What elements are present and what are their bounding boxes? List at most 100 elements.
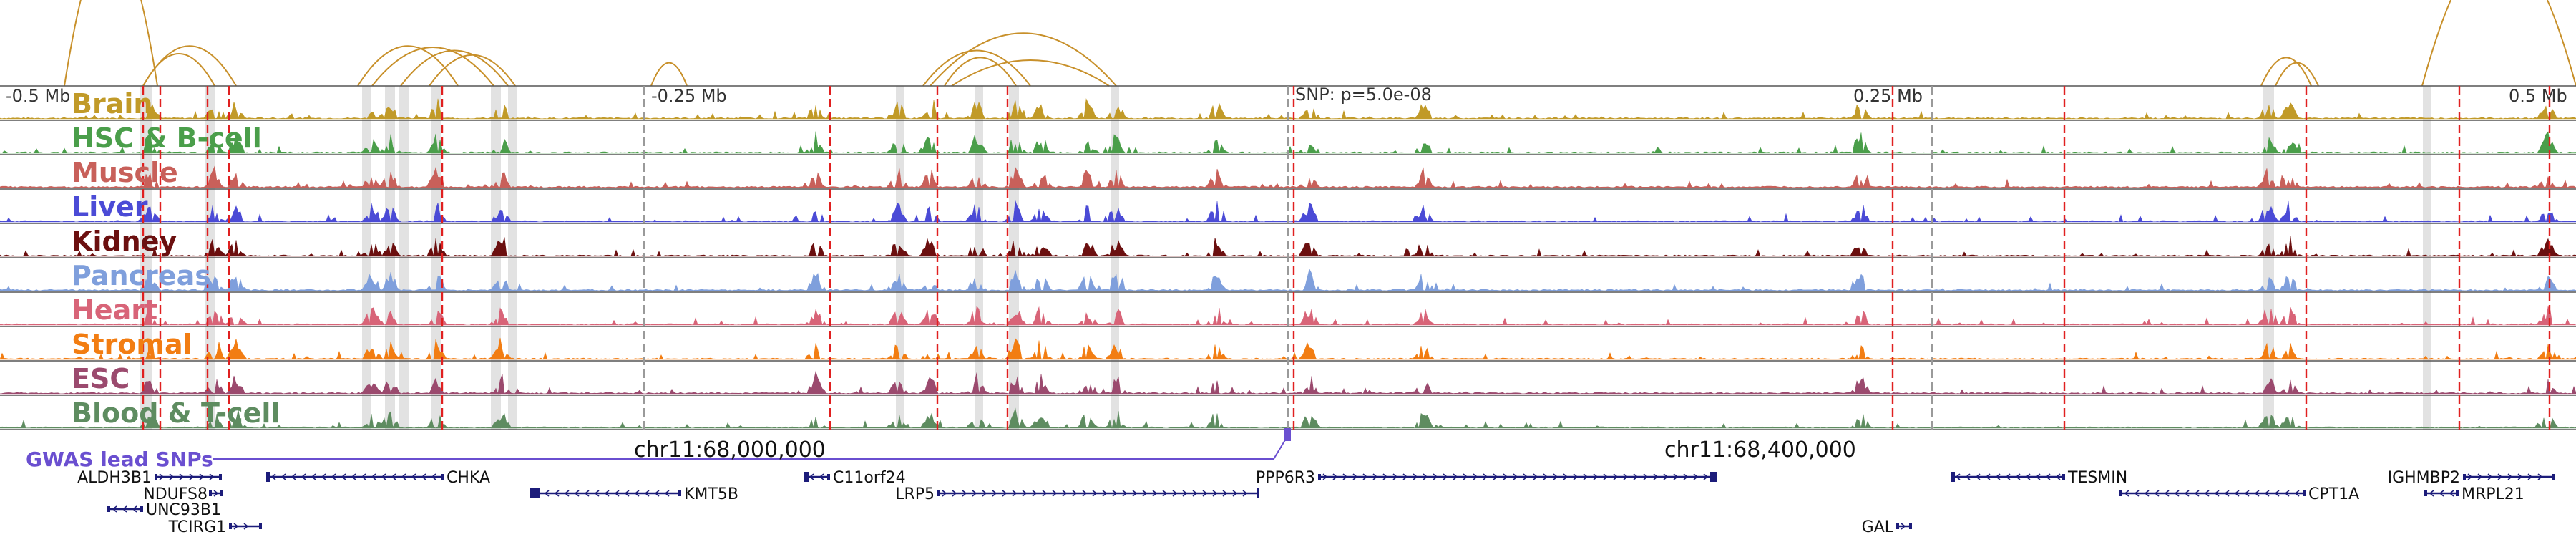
interaction-arc xyxy=(2260,57,2312,87)
strand-arrow xyxy=(112,505,117,513)
strand-arrow xyxy=(1402,473,1408,480)
signal-area xyxy=(0,98,2576,120)
interaction-arc xyxy=(2421,0,2576,87)
strand-arrow xyxy=(1342,473,1348,480)
strand-arrow xyxy=(1142,490,1148,497)
track-label-hsc-b-cell: HSC & B-cell xyxy=(72,122,262,154)
track-label-kidney: Kidney xyxy=(72,226,177,257)
strand-arrow xyxy=(604,490,610,497)
strand-arrow xyxy=(1693,473,1699,480)
gene-tcirg1[interactable]: TCIRG1 xyxy=(168,518,262,536)
gene-label: ALDH3B1 xyxy=(77,469,152,487)
strand-arrow xyxy=(624,490,630,497)
strand-arrow xyxy=(1663,473,1669,480)
gene-exon xyxy=(2463,474,2466,480)
strand-arrow xyxy=(2429,490,2434,497)
strand-arrow xyxy=(2134,490,2140,497)
strand-arrow xyxy=(962,490,967,497)
strand-arrow xyxy=(1603,473,1609,480)
gene-exon xyxy=(1951,472,1955,482)
coordinate-label-68000000: chr11:68,000,000 xyxy=(634,437,826,463)
strand-arrow xyxy=(534,490,540,497)
gene-exon xyxy=(2456,490,2459,496)
strand-arrow xyxy=(213,490,219,497)
strand-arrow xyxy=(341,473,346,480)
interaction-arc xyxy=(142,45,237,87)
scale-label-minus-quarter: -0.25 Mb xyxy=(651,86,727,106)
strand-arrow xyxy=(1683,473,1689,480)
interaction-arc xyxy=(357,45,459,87)
gwas-lead-snp-marker xyxy=(1284,428,1291,441)
interaction-arc xyxy=(650,62,688,87)
strand-arrow xyxy=(2244,490,2250,497)
gene-label: KMT5B xyxy=(684,485,738,503)
strand-arrow xyxy=(2477,473,2483,480)
gene-label: CPT1A xyxy=(2308,485,2359,503)
strand-arrow xyxy=(2154,490,2160,497)
strand-arrow xyxy=(233,523,239,530)
strand-arrow xyxy=(1132,490,1138,497)
gene-gal[interactable]: GAL xyxy=(1862,518,1912,536)
strand-arrow xyxy=(1182,490,1188,497)
strand-arrow xyxy=(1022,490,1028,497)
track-label-esc: ESC xyxy=(72,363,130,395)
strand-arrow xyxy=(594,490,600,497)
track-label-stromal: Stromal xyxy=(72,329,192,360)
interaction-arc xyxy=(371,47,494,87)
gene-exon xyxy=(1318,474,1321,480)
gene-ndufs8[interactable]: NDUFS8 xyxy=(143,485,223,503)
gene-mrpl21[interactable]: MRPL21 xyxy=(2424,485,2524,503)
strand-arrow xyxy=(2194,490,2200,497)
gene-tesmin[interactable]: TESMIN xyxy=(1951,469,2127,487)
gene-exon xyxy=(220,490,223,496)
gene-kmt5b[interactable]: KMT5B xyxy=(530,485,738,503)
signal-area xyxy=(0,165,2576,188)
track-label-liver: Liver xyxy=(72,191,148,223)
signal-area xyxy=(0,200,2576,223)
strand-arrow xyxy=(331,473,336,480)
gene-exon xyxy=(209,490,212,496)
strand-arrow xyxy=(1362,473,1368,480)
gene-exon xyxy=(259,523,262,529)
strand-arrow xyxy=(1042,490,1048,497)
gene-ppp6r3[interactable]: PPP6R3 xyxy=(1256,469,1717,487)
strand-arrow xyxy=(2025,473,2031,480)
gene-c11orf24[interactable]: C11orf24 xyxy=(804,469,906,487)
strand-arrow xyxy=(664,490,670,497)
gene-label: MRPL21 xyxy=(2462,485,2524,503)
strand-arrow xyxy=(1453,473,1458,480)
gene-aldh3b1[interactable]: ALDH3B1 xyxy=(77,469,222,487)
strand-arrow xyxy=(564,490,570,497)
signal-area xyxy=(0,268,2576,291)
strand-arrow xyxy=(1423,473,1428,480)
strand-arrow xyxy=(2144,490,2150,497)
strand-arrow xyxy=(1062,490,1068,497)
interaction-arc xyxy=(944,57,1017,87)
gene-lrp5[interactable]: LRP5 xyxy=(895,485,1259,503)
strand-arrow xyxy=(321,473,326,480)
strand-arrow xyxy=(1463,473,1468,480)
gene-label: UNC93B1 xyxy=(146,501,221,519)
gene-exon xyxy=(1896,523,1899,529)
strand-arrow xyxy=(1102,490,1108,497)
strand-arrow xyxy=(2164,490,2170,497)
strand-arrow xyxy=(243,523,249,530)
strand-arrow xyxy=(2214,490,2220,497)
gene-exon xyxy=(1710,472,1717,482)
strand-arrow xyxy=(2264,490,2270,497)
gene-unc93b1[interactable]: UNC93B1 xyxy=(107,501,221,519)
chromatin-interaction-arcs xyxy=(64,0,2576,87)
gene-exon xyxy=(2062,474,2065,480)
gene-exon xyxy=(804,472,809,482)
track-label-pancreas: Pancreas xyxy=(72,260,211,291)
gene-label: C11orf24 xyxy=(833,469,906,487)
gene-label: GAL xyxy=(1862,518,1894,536)
gene-chka[interactable]: CHKA xyxy=(266,469,490,487)
snp-pvalue-label: SNP: p=5.0e-08 xyxy=(1295,84,1432,105)
strand-arrow xyxy=(2439,490,2444,497)
gene-ighmbp2[interactable]: IGHMBP2 xyxy=(2388,469,2555,487)
gene-cpt1a[interactable]: CPT1A xyxy=(2119,485,2359,503)
strand-arrow xyxy=(1352,473,1358,480)
gene-exon xyxy=(266,472,270,482)
strand-arrow xyxy=(1975,473,1981,480)
